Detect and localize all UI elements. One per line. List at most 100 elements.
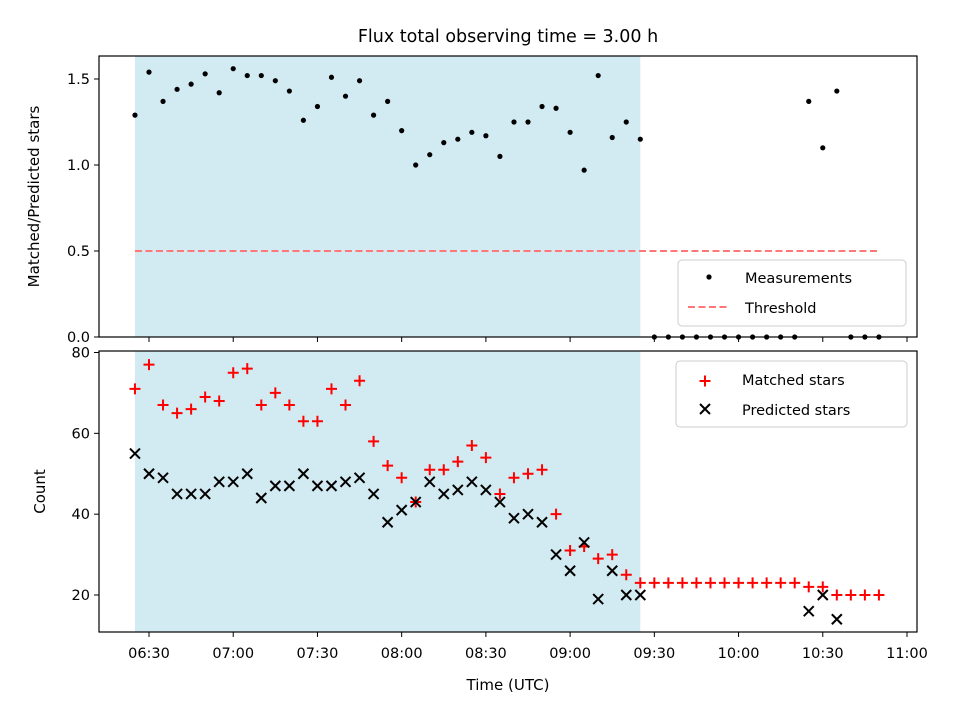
measurement-point xyxy=(553,105,559,111)
measurement-point xyxy=(539,103,545,110)
predicted-star-point xyxy=(564,565,576,577)
y-tick-label-bottom: 80 xyxy=(72,346,90,362)
bottom-plot-frame xyxy=(98,350,918,633)
chart-title: Flux total observing time = 3.00 h xyxy=(358,27,658,47)
matched-star-point xyxy=(733,577,745,589)
observing-span-bottom xyxy=(134,351,641,632)
measurement-point xyxy=(806,98,812,104)
matched-star-point xyxy=(550,508,562,520)
measurement-point xyxy=(160,98,166,104)
matched-star-point xyxy=(241,363,253,375)
predicted-star-point xyxy=(213,476,225,488)
matched-star-point xyxy=(396,472,408,484)
matched-star-point xyxy=(761,577,773,589)
legend-predicted-marker xyxy=(699,403,711,415)
measurement-point xyxy=(455,136,461,142)
measurement-point xyxy=(525,119,531,125)
matched-star-point xyxy=(297,415,309,427)
matched-star-point xyxy=(690,577,702,589)
measurement-point xyxy=(258,72,264,79)
x-tick-label: 07:00 xyxy=(212,646,254,662)
predicted-star-point xyxy=(241,468,253,480)
predicted-star-point xyxy=(452,484,464,496)
predicted-star-point xyxy=(409,496,422,508)
predicted-star-point xyxy=(536,516,548,528)
matched-star-point xyxy=(704,577,716,589)
predicted-star-point xyxy=(269,480,282,492)
predicted-star-point xyxy=(620,589,632,601)
predicted-star-point xyxy=(424,476,436,488)
predicted-star-point xyxy=(606,565,618,577)
measurement-point xyxy=(834,88,840,94)
measurement-point xyxy=(413,162,419,168)
x-tick-label: 11:00 xyxy=(886,646,928,662)
predicted-star-point xyxy=(255,492,268,504)
matched-star-point xyxy=(775,577,787,589)
measurement-point xyxy=(230,66,236,72)
measurement-point xyxy=(328,74,335,80)
matched-star-point xyxy=(311,415,323,427)
x-tick-label: 10:30 xyxy=(802,646,844,662)
predicted-star-point xyxy=(592,593,604,605)
matched-star-point xyxy=(157,399,169,411)
legend-box-bottom xyxy=(675,360,908,428)
measurement-point xyxy=(567,129,573,135)
predicted-star-point xyxy=(817,589,829,601)
matched-star-point xyxy=(606,549,618,561)
predicted-star-point xyxy=(466,476,478,488)
matched-star-point xyxy=(340,399,352,411)
y-tick-label-top: 0.5 xyxy=(67,244,90,260)
measurement-point xyxy=(427,152,433,158)
predicted-star-point xyxy=(831,613,843,625)
measurement-point xyxy=(581,167,587,173)
measurement-point xyxy=(483,133,489,139)
predicted-star-point xyxy=(381,516,394,528)
observing-span-top xyxy=(134,56,641,337)
matched-star-point xyxy=(873,589,885,601)
x-tick-label: 09:30 xyxy=(633,646,675,662)
measurement-point xyxy=(609,134,615,141)
measurement-point xyxy=(174,86,180,92)
measurement-point xyxy=(441,140,447,146)
matched-star-point xyxy=(382,460,394,472)
predicted-star-point xyxy=(480,484,492,496)
predicted-star-point xyxy=(157,472,169,484)
predicted-star-point xyxy=(199,488,211,500)
matched-star-point xyxy=(424,464,436,476)
measurement-point xyxy=(146,69,152,75)
matched-star-point xyxy=(143,359,155,371)
x-tick-label: 08:00 xyxy=(381,646,423,662)
measurement-point xyxy=(272,78,278,84)
measurement-point xyxy=(469,129,475,135)
legend-matched-marker xyxy=(699,375,711,387)
predicted-star-point xyxy=(185,488,197,500)
predicted-star-point xyxy=(325,480,338,492)
matched-star-point xyxy=(185,403,197,415)
legend-box-top xyxy=(677,259,907,327)
predicted-star-point xyxy=(508,512,520,524)
predicted-star-point xyxy=(129,447,141,460)
matched-star-point xyxy=(662,577,674,589)
matched-star-point xyxy=(719,577,731,589)
measurement-point xyxy=(188,81,194,87)
y-tick-label-bottom: 60 xyxy=(72,426,90,442)
predicted-star-point xyxy=(227,476,239,488)
matched-star-point xyxy=(283,399,295,411)
matched-star-point xyxy=(466,439,478,451)
legend-measurements-marker xyxy=(706,274,712,280)
matched-star-point xyxy=(648,577,660,589)
predicted-star-point xyxy=(803,605,815,617)
y-axis-label-top: Matched/Predicted stars xyxy=(25,106,43,288)
measurement-point xyxy=(370,112,377,118)
matched-star-point xyxy=(129,383,141,395)
matched-star-point xyxy=(676,577,688,589)
matched-star-point xyxy=(817,581,829,593)
measurement-point xyxy=(623,119,629,125)
measurement-point xyxy=(820,145,826,151)
measurement-point xyxy=(342,93,349,99)
predicted-star-point xyxy=(550,548,562,561)
predicted-star-point xyxy=(438,488,450,500)
matched-star-point xyxy=(325,383,337,395)
